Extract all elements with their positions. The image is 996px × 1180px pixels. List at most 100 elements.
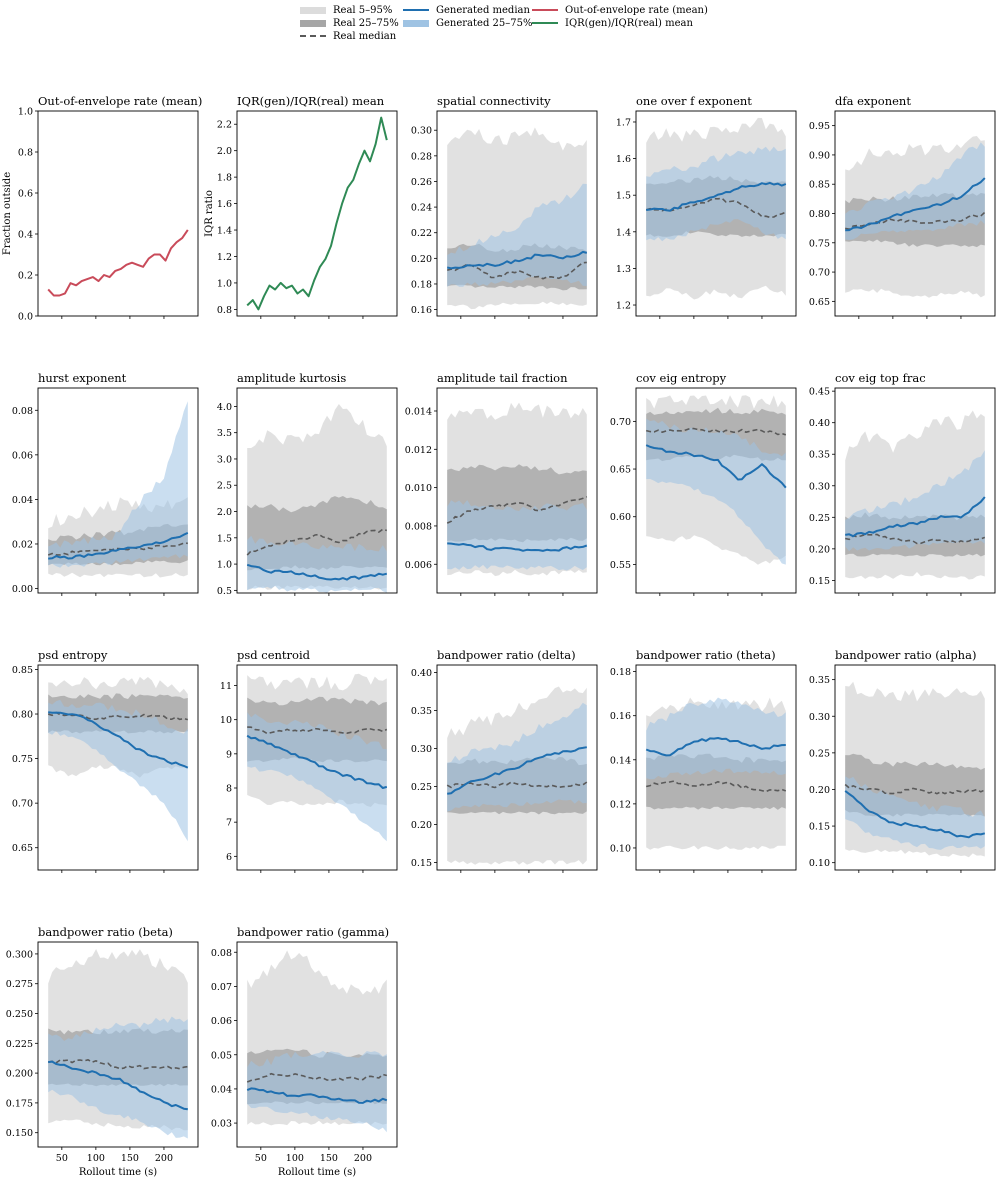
subplot-title: hurst exponent (38, 371, 127, 385)
subplot-4: 0.65 0.70 0.75 0.80 0.85 0.90 0.95 dfa exponent (809, 94, 996, 319)
axes-frame (635, 664, 797, 871)
y-tick-label: 0.70 (12, 799, 33, 810)
subplot-title: bandpower ratio (theta) (636, 648, 776, 662)
y-tick-label: 0.10 (610, 843, 631, 854)
axes-frame (236, 941, 398, 1148)
axes-frame (436, 387, 598, 594)
y-tick-label: 0.20 (411, 254, 432, 265)
plot-area (645, 395, 787, 565)
subplot-0: 0.0 0.2 0.4 0.6 0.8 1.0 Out-of-envelope rate (… (2, 94, 202, 323)
y-tick-label: 1.6 (217, 199, 232, 210)
subplot-title: dfa exponent (835, 94, 911, 108)
real-median-line (47, 711, 188, 721)
y-tick-label: 0.25 (411, 782, 432, 793)
y-tick-label: 0.18 (411, 279, 432, 290)
axes-frame (236, 387, 398, 594)
real-median-line (246, 528, 388, 556)
subplot-8: 0.55 0.60 0.65 0.70 cov eig entropy (610, 371, 797, 596)
y-tick-label: 0.04 (12, 495, 33, 506)
y-tick-label: 1.3 (616, 264, 631, 275)
plot-area (845, 136, 986, 298)
y-tick-label: 0.85 (809, 180, 830, 191)
y-tick-label: 0.35 (809, 450, 830, 461)
legend-swatch-real-median (300, 35, 326, 37)
gen-median-line (845, 177, 986, 232)
y-tick-label: 0.07 (211, 982, 232, 993)
x-tick-label: 150 (320, 1153, 338, 1164)
gen-median-line (646, 181, 787, 212)
y-tick-label: 1.6 (616, 154, 631, 165)
legend-swatch-iqr (532, 22, 558, 24)
real-median-line (844, 783, 986, 795)
axes-frame (37, 941, 199, 1148)
legend-swatch-real-25-75 (300, 20, 326, 27)
y-tick-label: 0.20 (411, 820, 432, 831)
subplot-6: 0.5 1.0 1.5 2.0 2.5 3.0 3.5 4.0 amplitude kurtos… (217, 371, 398, 597)
subplot-2: 0.16 0.18 0.20 0.22 0.24 0.26 0.28 0.30 spatial … (411, 94, 598, 319)
subplot-12: 0.15 0.20 0.25 0.30 0.35 0.40 bandpower ratio … (411, 648, 598, 873)
y-axis-label: Fraction outside (2, 172, 13, 255)
plot-area (47, 676, 189, 842)
y-tick-label: 0.30 (411, 126, 432, 137)
gen-25-75-band (447, 183, 587, 287)
y-tick-label: 0.14 (610, 755, 631, 766)
x-tick-label: 100 (286, 1153, 304, 1164)
y-tick-label: 0.8 (217, 305, 232, 316)
y-tick-label: 0.03 (211, 1119, 232, 1130)
gen-median-line (48, 711, 189, 769)
y-tick-label: 0.70 (809, 268, 830, 279)
axes-frame (37, 664, 199, 871)
y-tick-label: 8 (226, 784, 232, 795)
y-tick-label: 0.60 (610, 512, 631, 523)
subplot-title: amplitude kurtosis (237, 371, 346, 385)
gen-median-line (447, 746, 587, 795)
axes-frame (834, 387, 996, 594)
y-tick-label: 0.80 (809, 209, 830, 220)
gen-median-line (48, 531, 189, 560)
plot-area (48, 949, 188, 1139)
y-tick-label: 1.0 (18, 107, 33, 118)
y-tick-label: 0.55 (610, 560, 631, 571)
legend-label-oer: Out-of-envelope rate (mean) (565, 5, 708, 16)
legend-label-real-5-95: Real 5–95% (333, 5, 393, 16)
axes-frame (37, 387, 199, 594)
y-tick-label: 1.4 (616, 227, 631, 238)
subplot-16: 0.03 0.04 0.05 0.06 0.07 0.08 50 100 150 200 Rollo… (211, 925, 398, 1178)
subplot-title: psd centroid (237, 648, 311, 662)
y-tick-label: 0.16 (610, 711, 631, 722)
subplot-13: 0.10 0.12 0.14 0.16 0.18 bandpower ratio (the… (610, 648, 797, 873)
subplot-title: cov eig top frac (835, 371, 926, 385)
subplot-9: 0.15 0.20 0.25 0.30 0.35 0.40 0.45 cov eig top … (809, 371, 996, 596)
plot-area (446, 402, 588, 577)
gen-median-line (447, 542, 588, 552)
x-axis-label: Rollout time (s) (79, 1167, 157, 1178)
gen-median-line (48, 1060, 188, 1111)
y-tick-label: 0.28 (411, 151, 432, 162)
axes-frame (635, 110, 797, 317)
y-tick-label: 2.5 (217, 481, 232, 492)
y-tick-label: 0.6 (18, 189, 33, 200)
plot-area (246, 404, 388, 593)
gen-25-75-band (845, 450, 985, 552)
y-tick-label: 1.2 (217, 252, 232, 263)
y-tick-label: 0.22 (411, 228, 432, 239)
legend-label-real-25-75: Real 25–75% (333, 18, 399, 29)
gen-25-75-band (845, 142, 985, 240)
y-tick-label: 0.25 (809, 748, 830, 759)
subplot-title: one over f exponent (636, 94, 752, 108)
y-tick-label: 0.006 (405, 560, 432, 571)
y-tick-label: 0.65 (610, 465, 631, 476)
y-tick-label: 0.04 (211, 1084, 232, 1095)
y-tick-label: 0.75 (12, 754, 33, 765)
subplot-5: 0.00 0.02 0.04 0.06 0.08 hurst exponent (12, 371, 199, 596)
y-tick-label: 1.0 (217, 560, 232, 571)
axes-frame (436, 664, 598, 871)
gen-median-line (645, 444, 787, 489)
y-tick-label: 1.8 (217, 173, 232, 184)
y-tick-label: 0.175 (6, 1098, 33, 1109)
axes-frame (236, 664, 398, 871)
y-tick-label: 0.300 (6, 949, 33, 960)
y-tick-label: 0.0 (18, 312, 33, 323)
y-tick-label: 0.40 (411, 668, 432, 679)
gen-25-75-band (247, 1050, 387, 1133)
